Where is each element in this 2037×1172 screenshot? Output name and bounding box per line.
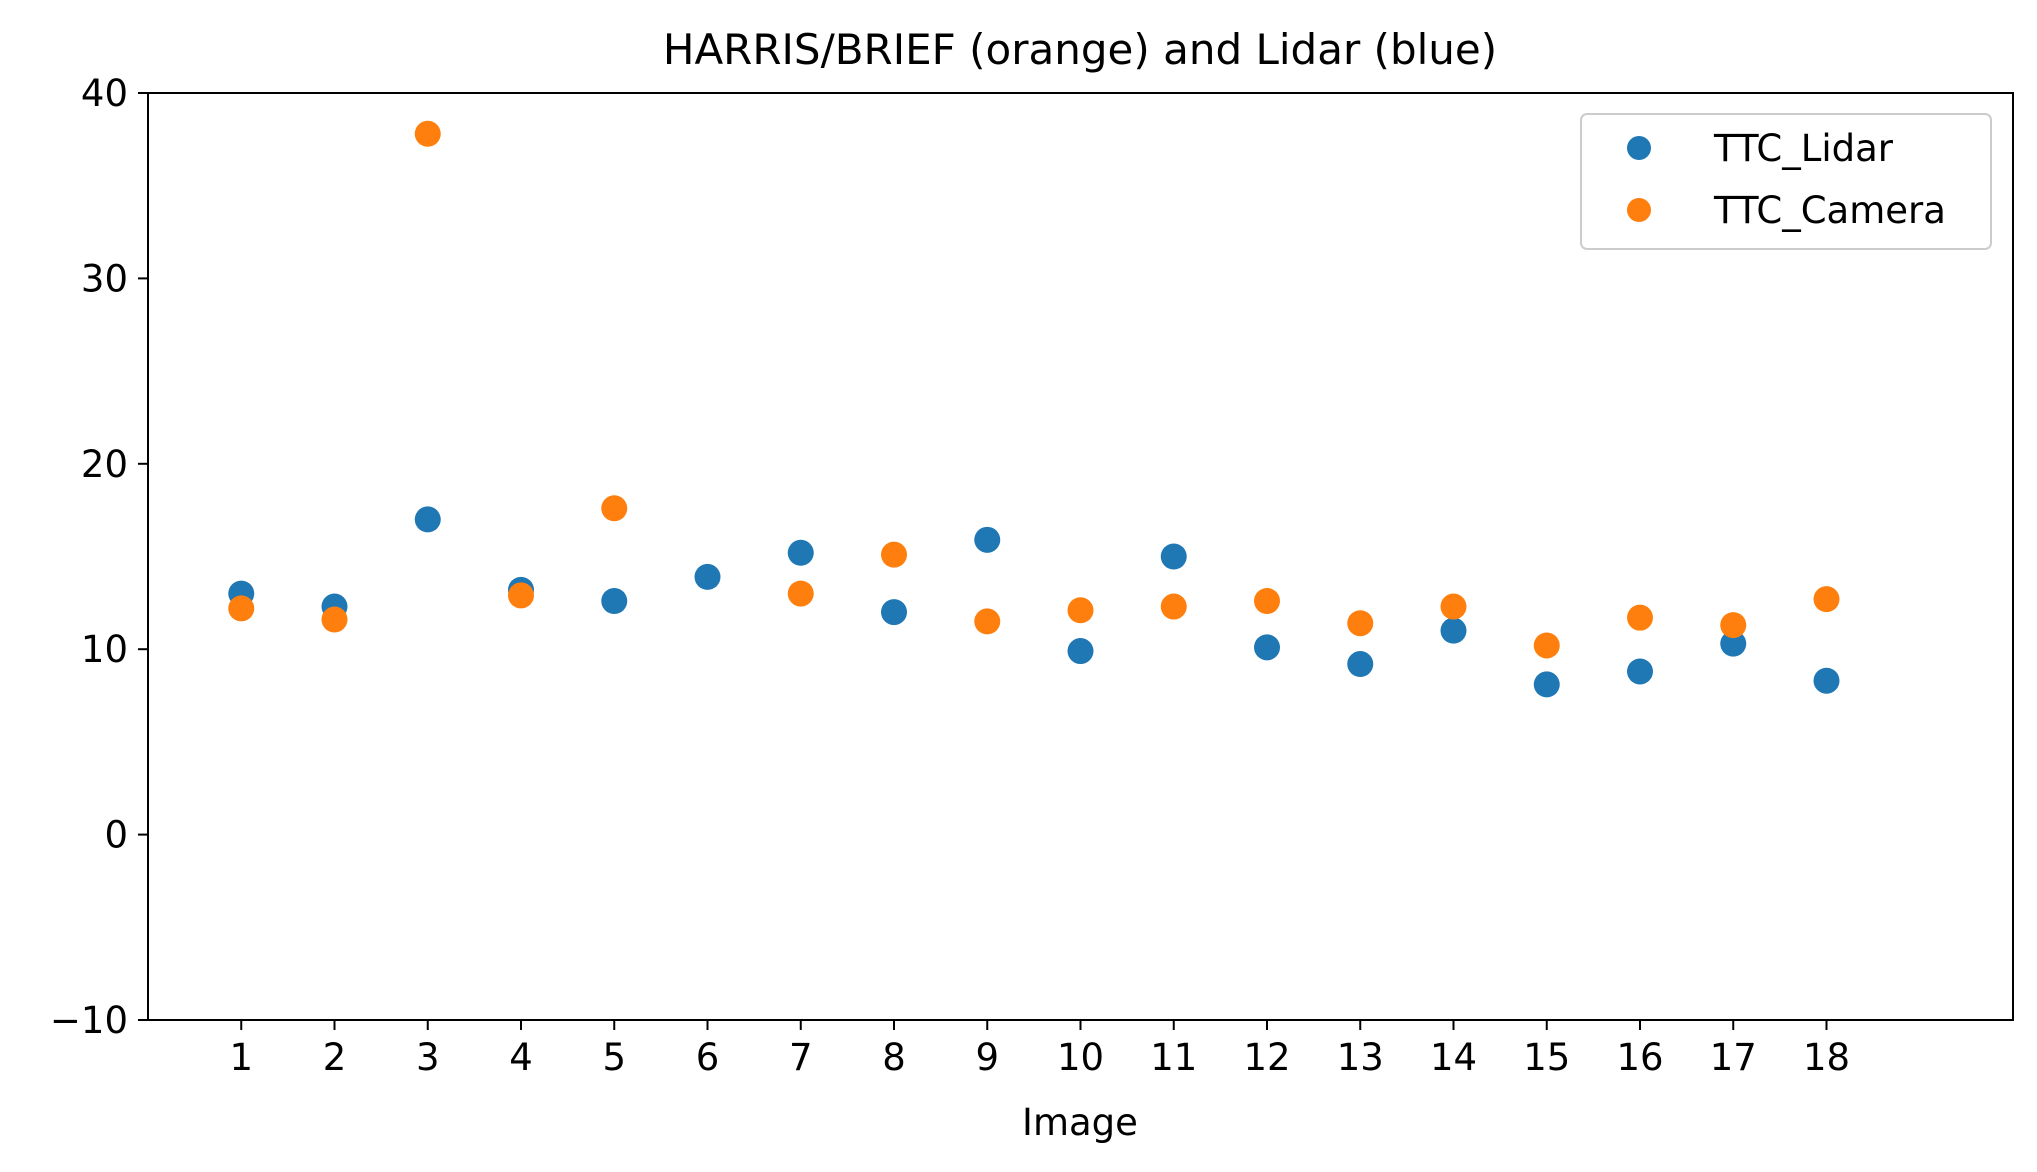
camera-point: [881, 541, 907, 568]
x-tick-label: 17: [1710, 1036, 1757, 1079]
lidar-point: [1720, 630, 1747, 657]
legend-camera-label: TTC_Camera: [1713, 189, 1946, 232]
y-tick-label: 10: [81, 628, 128, 671]
x-tick-label: 12: [1243, 1036, 1290, 1079]
y-tick-label: 20: [81, 443, 128, 486]
camera-point: [414, 120, 441, 147]
lidar-point: [1160, 543, 1187, 570]
x-tick-label: 10: [1057, 1036, 1104, 1079]
x-tick-label: 1: [229, 1036, 253, 1079]
x-tick-label: 3: [416, 1036, 440, 1079]
x-tick-label: 11: [1150, 1036, 1197, 1079]
x-tick-label: 13: [1337, 1036, 1384, 1079]
camera-point: [1440, 593, 1467, 620]
lidar-point: [1440, 617, 1467, 644]
x-tick-label: 16: [1616, 1036, 1663, 1079]
y-axis: −10 0 10 20 30 40: [50, 72, 148, 1042]
plot-markers: [228, 120, 1840, 698]
x-tick-label: 6: [696, 1036, 720, 1079]
plot-frame: [147, 92, 2014, 1021]
camera-point: [1720, 612, 1747, 639]
x-tick-label: 15: [1523, 1036, 1570, 1079]
camera-point: [1160, 593, 1187, 620]
lidar-point: [1813, 667, 1840, 694]
lidar-point: [694, 563, 721, 590]
lidar-point: [1067, 638, 1094, 665]
chart-title: HARRIS/BRIEF (orange) and Lidar (blue): [663, 25, 1497, 74]
x-tick-label: 18: [1803, 1036, 1850, 1079]
x-tick-label: 8: [882, 1036, 906, 1079]
camera-point: [228, 595, 255, 622]
x-tick-label: 9: [975, 1036, 999, 1079]
lidar-point: [601, 587, 628, 614]
x-axis: 1 2 3 4 5 6 7 8 9 10 11 12 13 14 15 16 17 18: [229, 1020, 1850, 1079]
lidar-point: [787, 539, 814, 566]
camera-point: [974, 608, 1001, 635]
camera-point: [1254, 587, 1280, 614]
y-tick-label: 0: [104, 814, 128, 857]
x-tick-label: 14: [1430, 1036, 1477, 1079]
x-tick-label: 7: [789, 1036, 813, 1079]
x-axis-label: Image: [1022, 1101, 1138, 1144]
legend: TTC_Lidar TTC_Camera: [1580, 113, 1992, 250]
y-tick-label: −10: [50, 999, 128, 1042]
x-tick-label: 4: [509, 1036, 533, 1079]
lidar-point: [974, 526, 1001, 553]
camera-point: [321, 606, 348, 633]
lidar-point: [1533, 671, 1560, 698]
legend-lidar-label: TTC_Lidar: [1713, 127, 1894, 170]
legend-box: [1580, 113, 1992, 250]
lidar-point: [1254, 634, 1280, 661]
camera-point: [601, 495, 628, 522]
camera-point: [508, 582, 534, 609]
camera-point: [787, 580, 814, 607]
lidar-point: [1347, 651, 1374, 678]
lidar-point: [1627, 658, 1653, 685]
y-tick-label: 30: [81, 257, 128, 300]
legend-lidar-marker: [1627, 136, 1651, 160]
y-tick-label: 40: [81, 72, 128, 115]
camera-point: [1067, 597, 1094, 624]
camera-point: [1347, 610, 1374, 637]
lidar-point: [414, 506, 441, 533]
camera-point: [1627, 604, 1653, 631]
camera-point: [1533, 632, 1560, 659]
camera-point: [1813, 586, 1840, 613]
lidar-point: [881, 599, 907, 626]
x-tick-label: 2: [323, 1036, 347, 1079]
x-tick-label: 5: [602, 1036, 626, 1079]
legend-camera-marker: [1627, 198, 1651, 222]
